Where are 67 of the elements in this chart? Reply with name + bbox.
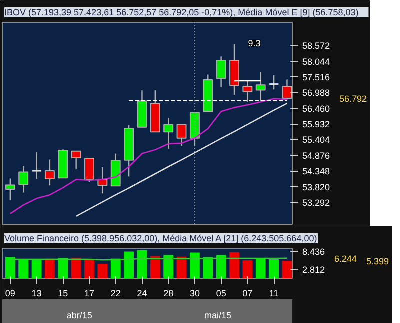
candlestick [268, 74, 280, 90]
candlestick [5, 178, 16, 201]
y-tick-label: 53.292 [302, 198, 330, 208]
bar [124, 252, 134, 278]
y-tick-label: 58.044 [302, 56, 330, 67]
bar [282, 261, 292, 278]
x-tick-label: 22 [110, 288, 121, 298]
bar [5, 257, 16, 278]
y-tick-label: 56.988 [302, 88, 330, 98]
y-tick-label: 57.516 [302, 72, 330, 82]
bar [45, 258, 55, 278]
text: 5.399 [366, 256, 390, 267]
candlestick [282, 79, 292, 100]
bar [150, 256, 160, 278]
candlestick [84, 158, 94, 183]
x-tick-label: 05 [216, 288, 226, 298]
bar [216, 255, 226, 278]
bar [190, 252, 200, 278]
text: 56.792 [340, 94, 368, 104]
candlestick [164, 118, 174, 150]
bar [242, 260, 253, 278]
text: mai/15 [204, 310, 232, 320]
bar [203, 257, 214, 278]
x-tick-label: 11 [269, 288, 279, 298]
y-tick-label: 2.812 [302, 264, 326, 275]
y-tick-label: 8.436 [302, 246, 326, 257]
candlestick [44, 159, 55, 186]
bar [58, 258, 68, 278]
bar [98, 264, 108, 278]
y-tick-label: 58.572 [302, 41, 330, 52]
text: abr/15 [66, 310, 92, 320]
y-tick-label: 53.820 [302, 182, 330, 192]
bar [164, 255, 174, 278]
candlestick [216, 56, 226, 88]
bar [137, 250, 148, 278]
y-tick-label: 55.404 [302, 135, 330, 146]
x-tick-label: 28 [164, 288, 174, 298]
candlestick [31, 152, 42, 180]
bar [110, 258, 121, 278]
annotation: 9.3 [248, 38, 261, 49]
y-tick-label: 54.876 [302, 150, 330, 161]
candlestick [176, 124, 187, 147]
line-series [76, 102, 288, 218]
y-tick-label: 56.460 [302, 104, 330, 114]
text: 6.244 [334, 254, 358, 264]
bar [71, 258, 82, 278]
y-tick-label: 55.932 [302, 120, 330, 130]
x-tick-label: 13 [32, 288, 42, 298]
chart-title: IBOV (57.193,39 57.423,61 56.752,57 56.792,05 -0,71%), Média Móvel E [9] (56.758,03) [4, 8, 359, 18]
candlestick [242, 80, 253, 103]
candlestick [71, 150, 82, 170]
x-tick-label: 07 [242, 288, 253, 298]
bar [84, 260, 94, 278]
bar [256, 258, 266, 278]
x-tick-label: 17 [84, 288, 95, 298]
candlestick [18, 166, 29, 194]
bar [230, 252, 240, 278]
x-tick-label: 30 [190, 288, 200, 298]
x-tick-label: 15 [58, 288, 68, 298]
bar [269, 259, 279, 278]
x-tick-label: 09 [5, 288, 16, 298]
bar [32, 260, 42, 278]
bar [18, 259, 29, 278]
candlestick [256, 72, 266, 102]
y-tick-label: 54.348 [302, 166, 330, 177]
x-tick-label: 24 [137, 288, 148, 298]
chart-title: Volume Financeiro (5.398.956.032,00), Média Móvel A [21] (6.243.505.664,00) [4, 234, 318, 244]
